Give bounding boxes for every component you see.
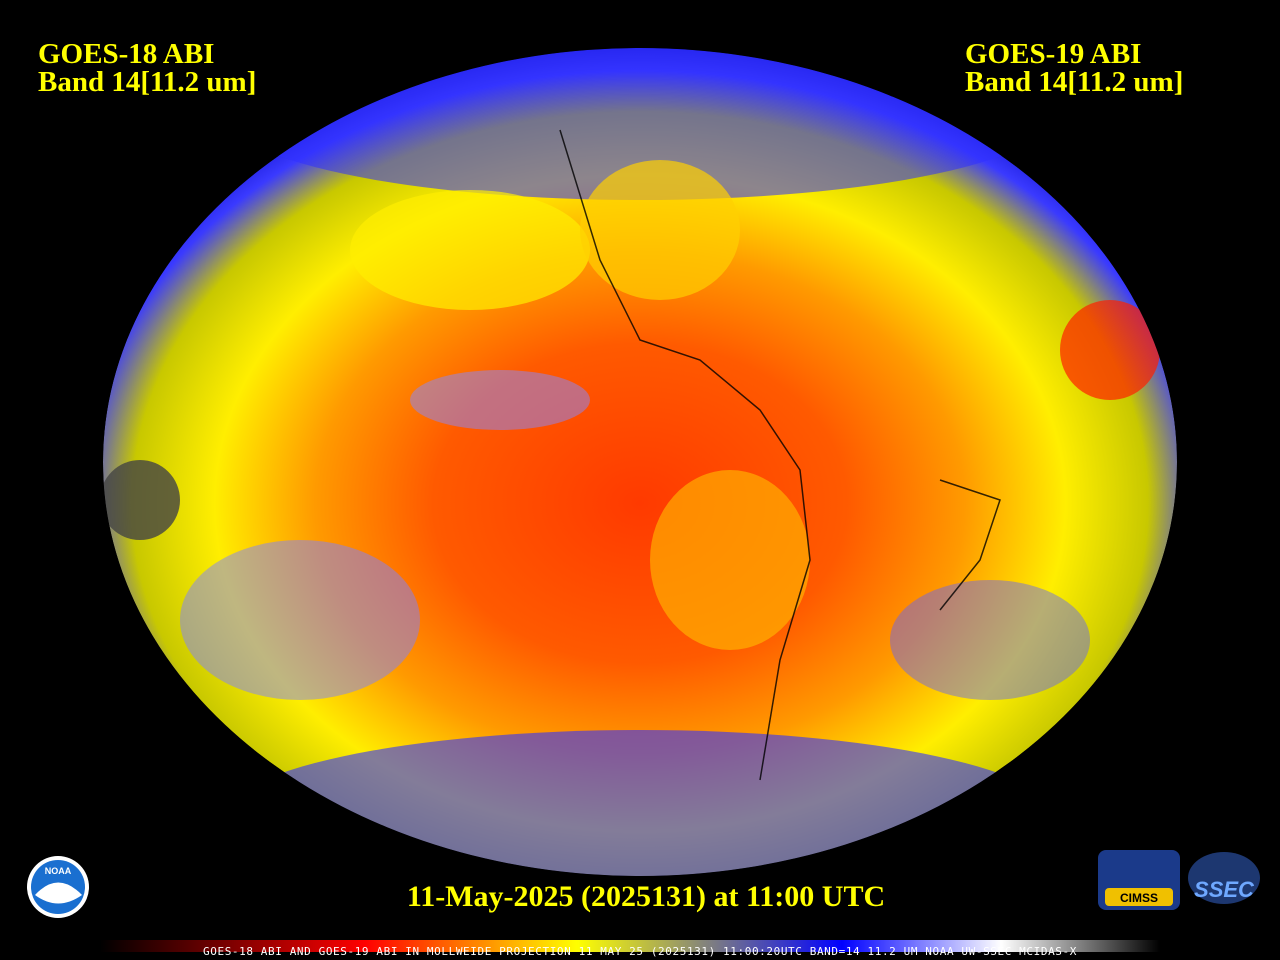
noaa-logo: NOAA <box>27 856 89 918</box>
left-title-line2: Band 14[11.2 um] <box>38 66 256 98</box>
timestamp: 11-May-2025 (2025131) at 11:00 UTC <box>407 880 885 913</box>
ssec-text: SSEC <box>1194 877 1255 902</box>
cimss-text: CIMSS <box>1120 891 1158 905</box>
left-title-line1: GOES-18 ABI <box>38 38 214 70</box>
caption: GOES-18 ABI AND GOES-19 ABI IN MOLLWEIDE… <box>203 945 1077 958</box>
color-bar <box>100 940 1160 952</box>
cimss-logo: CIMSS <box>1098 850 1180 910</box>
right-title-line1: GOES-19 ABI <box>965 38 1141 70</box>
noaa-text: NOAA <box>45 866 72 876</box>
right-title-line2: Band 14[11.2 um] <box>965 66 1183 98</box>
ssec-logo: SSEC <box>1188 852 1260 904</box>
